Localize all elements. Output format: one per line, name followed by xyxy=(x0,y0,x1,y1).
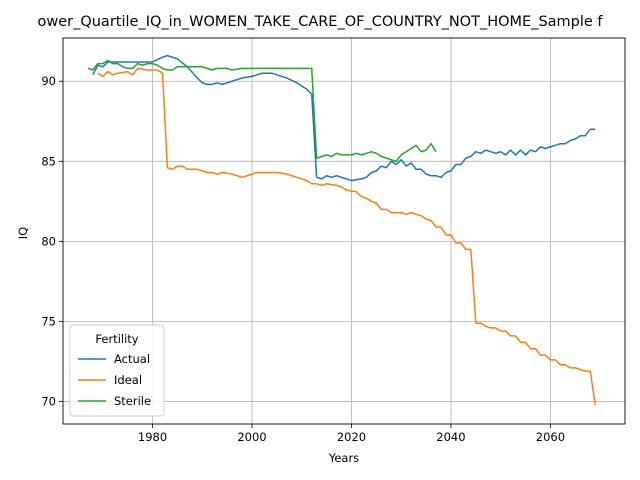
legend-label-ideal: Ideal xyxy=(114,373,142,387)
grid-lines xyxy=(63,38,625,424)
x-axis-label: Years xyxy=(328,451,359,465)
legend-box xyxy=(69,324,165,417)
series-lines xyxy=(87,54,596,405)
y-tick-label: 70 xyxy=(41,395,56,409)
y-axis-label: IQ xyxy=(16,227,30,239)
plot-area-frame xyxy=(62,37,626,425)
x-tick-label: 2000 xyxy=(237,430,266,444)
y-tick-label: 85 xyxy=(41,154,56,168)
series-line-sterile xyxy=(87,59,437,163)
chart-title: ower_Quartile_IQ_in_WOMEN_TAKE_CARE_OF_C… xyxy=(37,14,603,30)
x-tick-label: 1980 xyxy=(138,430,167,444)
x-axis-ticks: 1980 2000 2020 2040 2060 xyxy=(138,424,565,444)
legend-title: Fertility xyxy=(95,332,138,346)
y-tick-label: 90 xyxy=(41,74,56,88)
x-tick-label: 2060 xyxy=(536,430,565,444)
y-tick-label: 75 xyxy=(41,314,56,328)
series-line-actual xyxy=(92,54,596,182)
series-line-ideal xyxy=(97,67,596,405)
legend: Fertility Actual Ideal Sterile xyxy=(69,324,165,417)
y-axis-ticks: 70 75 80 85 90 xyxy=(41,74,63,409)
x-tick-label: 2040 xyxy=(436,430,465,444)
y-tick-label: 80 xyxy=(41,234,56,248)
legend-label-actual: Actual xyxy=(114,352,150,366)
x-tick-label: 2020 xyxy=(337,430,366,444)
legend-label-sterile: Sterile xyxy=(114,394,151,408)
